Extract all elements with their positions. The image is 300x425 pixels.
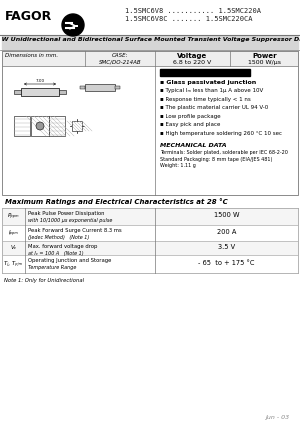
Text: ▪ Glass passivated junction: ▪ Glass passivated junction bbox=[160, 80, 256, 85]
Bar bbox=[2, 255, 298, 273]
Text: 1.5SMC6V8 ........... 1.5SMC220A: 1.5SMC6V8 ........... 1.5SMC220A bbox=[125, 8, 261, 14]
Text: ▪ High temperature soldering 260 °C 10 sec: ▪ High temperature soldering 260 °C 10 s… bbox=[160, 130, 282, 136]
Text: with 10/1000 μs exponential pulse: with 10/1000 μs exponential pulse bbox=[28, 218, 112, 223]
Text: Vₑ: Vₑ bbox=[11, 244, 16, 249]
Text: 1500 W/μs: 1500 W/μs bbox=[248, 60, 281, 65]
Text: MECHANICAL DATA: MECHANICAL DATA bbox=[160, 143, 226, 148]
Bar bbox=[31, 116, 49, 136]
Text: - 65  to + 175 °C: - 65 to + 175 °C bbox=[198, 260, 255, 266]
Bar bbox=[2, 36, 298, 49]
Text: ▪ Low profile package: ▪ Low profile package bbox=[160, 113, 220, 119]
Bar bbox=[72, 121, 82, 131]
Text: ▪ Easy pick and place: ▪ Easy pick and place bbox=[160, 122, 220, 127]
Text: ▪ The plastic material carrier UL 94 V-0: ▪ The plastic material carrier UL 94 V-0 bbox=[160, 105, 268, 110]
Text: Iₚₚₘ: Iₚₚₘ bbox=[9, 230, 18, 235]
Text: Jun - 03: Jun - 03 bbox=[265, 415, 289, 420]
Text: ▪ Typical Iₘ less than 1μ A above 10V: ▪ Typical Iₘ less than 1μ A above 10V bbox=[160, 88, 263, 93]
Text: CASE:: CASE: bbox=[112, 53, 128, 58]
Bar bbox=[80, 86, 85, 89]
Text: Weight: 1.11 g: Weight: 1.11 g bbox=[160, 163, 196, 168]
Bar bbox=[14, 116, 30, 136]
Text: 1.5SMC6V8C ....... 1.5SMC220CA: 1.5SMC6V8C ....... 1.5SMC220CA bbox=[125, 16, 253, 22]
Text: FAGOR: FAGOR bbox=[5, 10, 52, 23]
Text: SMC/DO-214AB: SMC/DO-214AB bbox=[99, 59, 141, 64]
Text: Operating Junction and Storage: Operating Junction and Storage bbox=[28, 258, 111, 263]
Text: 200 A: 200 A bbox=[217, 229, 236, 235]
Text: HYPERRECTIFIER®: HYPERRECTIFIER® bbox=[182, 70, 228, 74]
Bar bbox=[85, 84, 115, 91]
Bar bbox=[14, 90, 21, 94]
Text: Power: Power bbox=[253, 53, 277, 59]
Text: ▪ Response time typically < 1 ns: ▪ Response time typically < 1 ns bbox=[160, 96, 251, 102]
Bar bbox=[2, 208, 298, 273]
Circle shape bbox=[62, 14, 84, 36]
Text: Standard Packaging: 8 mm tape (EIA/JES 481): Standard Packaging: 8 mm tape (EIA/JES 4… bbox=[160, 156, 272, 162]
Text: Voltage: Voltage bbox=[177, 53, 207, 59]
Text: 3.5 V: 3.5 V bbox=[218, 244, 235, 250]
Bar bbox=[2, 241, 298, 255]
Bar bbox=[2, 51, 298, 195]
Text: (Jedec Method)   (Note 1): (Jedec Method) (Note 1) bbox=[28, 235, 89, 240]
Text: 1500 W Unidirectional and Bidirectional Surface Mounted Transient Voltage Suppre: 1500 W Unidirectional and Bidirectional … bbox=[0, 37, 300, 42]
Bar bbox=[59, 90, 66, 94]
Bar bbox=[2, 208, 298, 225]
Bar bbox=[160, 69, 250, 76]
Text: Peak Forward Surge Current 8.3 ms: Peak Forward Surge Current 8.3 ms bbox=[28, 228, 122, 233]
Bar bbox=[2, 225, 298, 241]
Text: Peak Pulse Power Dissipation: Peak Pulse Power Dissipation bbox=[28, 211, 104, 216]
Text: Terminals: Solder plated, solderable per IEC 68-2-20: Terminals: Solder plated, solderable per… bbox=[160, 150, 288, 155]
Bar bbox=[21, 88, 59, 96]
Circle shape bbox=[36, 122, 44, 130]
Bar bbox=[115, 86, 120, 89]
Text: Note 1: Only for Unidirectional: Note 1: Only for Unidirectional bbox=[4, 278, 84, 283]
Text: Maximum Ratings and Electrical Characteristics at 28 °C: Maximum Ratings and Electrical Character… bbox=[5, 198, 228, 205]
Text: Dimensions in mm.: Dimensions in mm. bbox=[5, 53, 58, 58]
Text: Temperature Range: Temperature Range bbox=[28, 265, 76, 270]
Text: 7.00: 7.00 bbox=[35, 79, 45, 83]
Text: at Iₑ = 100 A   (Note 1): at Iₑ = 100 A (Note 1) bbox=[28, 251, 84, 256]
Text: 1500 W: 1500 W bbox=[214, 212, 239, 218]
Text: 6.8 to 220 V: 6.8 to 220 V bbox=[173, 60, 211, 65]
Bar bbox=[49, 116, 65, 136]
Text: Pₚₚₘ: Pₚₚₘ bbox=[8, 212, 19, 218]
Bar bbox=[2, 51, 298, 66]
Text: Max. forward voltage drop: Max. forward voltage drop bbox=[28, 244, 98, 249]
Text: Tⱼ, Tₚⱼₘ: Tⱼ, Tₚⱼₘ bbox=[4, 261, 22, 266]
